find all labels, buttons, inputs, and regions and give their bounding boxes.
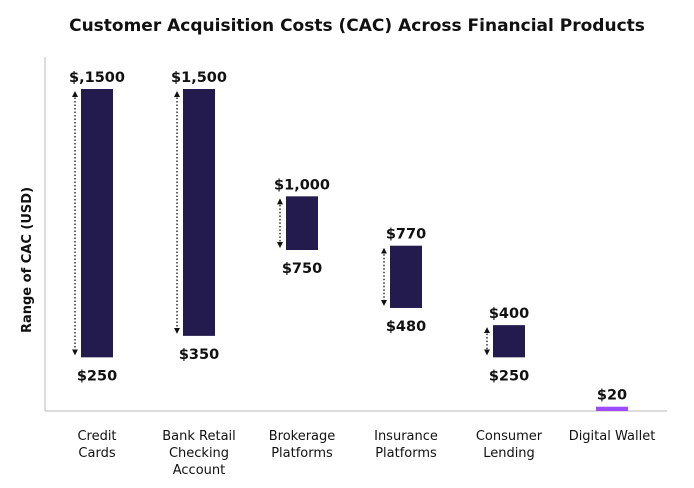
category-label-line: Bank Retail (162, 429, 236, 444)
range-bar-3 (390, 245, 422, 308)
high-label-3: $770 (386, 227, 426, 243)
category-label-3: Insurance Platforms (374, 429, 438, 461)
category-label-line: Cards (78, 446, 115, 461)
high-label-4: $400 (489, 306, 529, 322)
chart-title: Customer Acquisition Costs (CAC) Across … (69, 16, 645, 36)
category-label-line: Insurance (374, 429, 438, 444)
y-axis-label: Range of CAC (USD) (20, 187, 35, 333)
range-bar-0 (81, 89, 113, 358)
category-label-line: Account (173, 463, 226, 478)
category-label-line: Platforms (375, 446, 437, 461)
low-label-1: $350 (179, 347, 219, 363)
low-label-0: $250 (77, 368, 117, 384)
high-label-0: $,1500 (69, 70, 125, 86)
category-label-line: Consumer (476, 429, 543, 444)
high-label-2: $1,000 (274, 177, 330, 193)
category-label-2: Brokerage Platforms (269, 429, 336, 461)
category-label-line: Platforms (271, 446, 333, 461)
category-label-5: Digital Wallet (569, 429, 656, 444)
low-label-4: $250 (489, 368, 529, 384)
category-label-line: Brokerage (269, 429, 336, 444)
category-label-line: Lending (483, 446, 535, 461)
range-bar-1 (183, 89, 215, 336)
low-label-2: $750 (282, 261, 322, 277)
category-label-line: Checking (169, 446, 229, 461)
range-bar-5 (596, 406, 628, 411)
category-label-1: Bank Retail Checking Account (162, 429, 236, 478)
category-label-line: Credit (77, 429, 116, 444)
high-label-5: $20 (597, 388, 627, 404)
range-bar-2 (286, 196, 318, 250)
category-label-4: Consumer Lending (476, 429, 543, 461)
category-label-line: Digital Wallet (569, 429, 656, 444)
category-label-0: Credit Cards (77, 429, 116, 461)
range-bar-4 (493, 325, 525, 358)
high-label-1: $1,500 (171, 70, 227, 86)
low-label-3: $480 (386, 319, 426, 335)
